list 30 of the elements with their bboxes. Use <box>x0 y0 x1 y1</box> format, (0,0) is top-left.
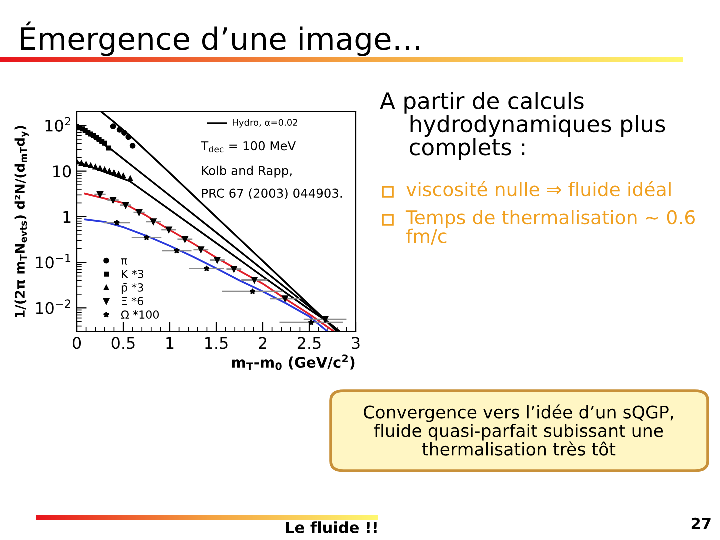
annotation: T$_{dec}$ = 100 MeV <box>201 141 296 153</box>
legend-label: K *3 <box>122 270 144 278</box>
text: 1/(2π m$_{T}$N$_{evts}$) d²N/(d$_{mT}$d$_{y}$) <box>14 126 29 318</box>
legend-label: π <box>121 258 128 265</box>
y-tick-label: 10$^{2}$ <box>46 117 70 132</box>
x-tick-label: 1.5 <box>206 337 228 350</box>
x-tick-label: 2 <box>259 337 266 349</box>
y-tick-label: 10$^{−2}$ <box>36 300 70 314</box>
text: A partir de calculs hydrodynamiques plus complets : <box>380 92 666 160</box>
y-tick-label: 1 <box>64 211 71 224</box>
x-tick-label: 2.5 <box>298 337 321 350</box>
annotation: PRC 67 (2003) 044903. <box>202 188 342 200</box>
text: Temps de thermalisation ~ 0.6 fm/c <box>406 210 695 245</box>
chart-title: Émergence d’une image… <box>21 22 420 56</box>
annotation: Hydro, α=0.02 <box>233 119 298 128</box>
text: Convergence vers l’idée d’un sQGP, fluide quasi-parfait subissant une thermalisation très tôt <box>364 404 674 456</box>
x-axis-title: m$_{T}$-m$_{0}$ (GeV/c$^{2}$) <box>232 354 355 370</box>
x-tick-label: 0 <box>72 337 82 350</box>
y-tick-label: 10$^{−1}$ <box>36 254 71 269</box>
text: Le fluide !! <box>286 522 377 534</box>
legend-label: p̄ *3 <box>122 283 144 294</box>
x-tick-label: 3 <box>352 337 360 350</box>
x-tick-label: 0.5 <box>112 337 135 350</box>
y-tick-label: 10 <box>54 166 72 178</box>
x-tick-label: 1 <box>166 337 174 349</box>
text: 27 <box>692 518 711 530</box>
text: viscosité nulle ⇒ fluide idéal <box>406 181 671 197</box>
legend-label: Ξ *6 <box>122 297 144 306</box>
legend-label: Ω *100 <box>121 310 160 319</box>
annotation: Kolb and Rapp, <box>202 166 292 178</box>
